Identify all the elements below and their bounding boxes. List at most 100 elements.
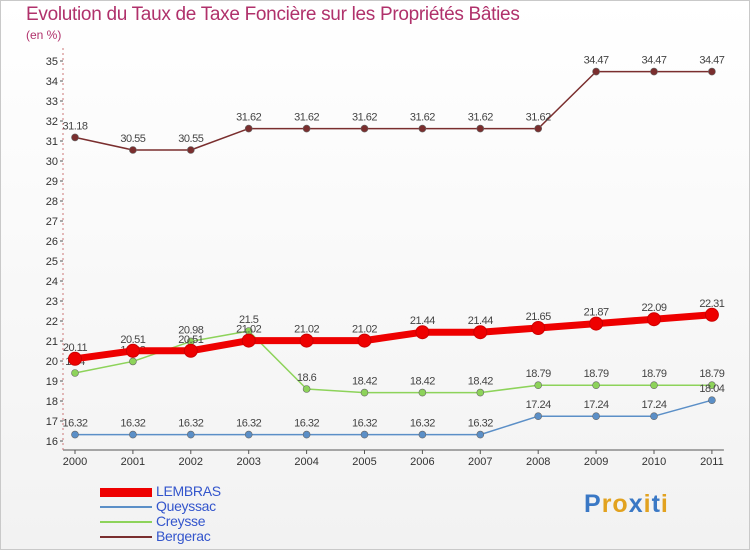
data-point-lembras (68, 351, 82, 366)
y-tick-label: 22 (46, 316, 58, 328)
x-tick-label: 2001 (121, 456, 145, 468)
series-line-queyssac (74, 399, 713, 436)
chart-title: Evolution du Taux de Taxe Foncière sur l… (26, 4, 520, 25)
data-label-bergerac: 30.55 (120, 133, 145, 145)
data-label-lembras: 22.09 (641, 302, 666, 314)
data-point-bergerac (244, 124, 253, 133)
data-point-creysse (129, 357, 137, 366)
data-label-bergerac: 31.62 (236, 112, 261, 124)
data-point-bergerac (708, 67, 716, 76)
data-point-creysse (302, 385, 311, 393)
data-point-lembras (473, 325, 488, 340)
x-tick-label: 2007 (468, 456, 492, 468)
data-label-creysse: 18.42 (352, 376, 377, 388)
y-tick-label: 31 (46, 136, 58, 148)
proxiti-logo: Proxiti (584, 490, 669, 518)
data-label-lembras: 21.44 (410, 315, 435, 327)
data-label-lembras: 20.11 (63, 342, 88, 354)
data-point-queyssac (650, 412, 658, 421)
data-label-bergerac: 31.18 (62, 120, 87, 132)
y-tick-label: 25 (46, 256, 58, 268)
data-label-creysse: 21.5 (239, 314, 259, 326)
legend-item-lembras: LEMBRAS (100, 483, 300, 499)
data-label-queyssac: 17.24 (584, 399, 609, 411)
data-point-queyssac (302, 430, 311, 439)
data-point-lembras (415, 325, 430, 340)
data-label-creysse: 18.79 (526, 368, 551, 380)
data-label-bergerac: 30.55 (178, 133, 203, 145)
data-label-bergerac: 31.62 (410, 112, 435, 124)
data-point-lembras (589, 316, 604, 331)
data-label-lembras: 21.02 (352, 324, 377, 336)
data-point-lembras (299, 333, 314, 348)
x-tick-label: 2004 (294, 456, 318, 468)
data-label-lembras: 20.51 (120, 334, 145, 346)
y-tick-label: 19 (46, 376, 58, 388)
y-tick-label: 18 (46, 396, 58, 408)
legend: LEMBRAS Queyssac Creysse Bergerac (100, 483, 300, 544)
data-point-creysse (534, 381, 543, 390)
data-label-creysse: 18.79 (641, 368, 666, 380)
legend-item-queyssac: Queyssac (100, 498, 300, 514)
legend-label: Queyssac (156, 498, 216, 514)
data-point-queyssac (360, 430, 369, 439)
x-tick-label: 2011 (700, 456, 724, 468)
data-label-bergerac: 34.47 (699, 55, 724, 67)
y-tick-label: 24 (46, 276, 58, 288)
legend-label: Creysse (156, 513, 206, 529)
y-tick-label: 23 (46, 296, 58, 308)
data-point-lembras (183, 343, 198, 358)
data-label-queyssac: 16.32 (410, 418, 435, 430)
data-point-queyssac (187, 430, 195, 439)
data-point-bergerac (71, 133, 79, 142)
data-point-bergerac (302, 124, 311, 133)
x-tick-label: 2006 (410, 456, 434, 468)
data-point-lembras (125, 343, 140, 358)
y-tick-label: 16 (46, 436, 58, 448)
legend-label: Bergerac (156, 528, 211, 544)
x-tick-label: 2010 (642, 456, 666, 468)
y-tick-label: 29 (46, 176, 58, 188)
data-label-bergerac: 31.62 (468, 112, 493, 124)
data-point-bergerac (534, 124, 543, 133)
data-label-queyssac: 16.32 (352, 418, 377, 430)
data-label-queyssac: 16.32 (178, 418, 203, 430)
data-label-bergerac: 34.47 (641, 55, 666, 67)
data-label-lembras: 22.31 (699, 298, 724, 310)
data-label-queyssac: 17.24 (641, 399, 666, 411)
y-tick-label: 20 (46, 356, 58, 368)
legend-item-bergerac: Bergerac (100, 528, 300, 544)
legend-swatch (100, 521, 152, 523)
y-tick-label: 26 (46, 236, 58, 248)
unit-label: (en %) (26, 28, 62, 42)
legend-item-creysse: Creysse (100, 513, 300, 529)
data-label-creysse: 18.79 (699, 368, 724, 380)
data-point-queyssac (244, 430, 253, 439)
data-point-lembras (531, 321, 546, 335)
data-label-lembras: 21.02 (294, 324, 319, 336)
data-label-lembras: 21.02 (236, 324, 261, 336)
data-point-bergerac (360, 124, 369, 133)
data-point-creysse (476, 388, 485, 397)
data-point-bergerac (592, 67, 600, 76)
data-label-bergerac: 31.62 (352, 112, 377, 124)
data-label-creysse: 18.42 (410, 376, 435, 388)
data-label-lembras: 21.65 (526, 311, 551, 323)
data-point-queyssac (592, 412, 600, 421)
y-tick-label: 33 (46, 96, 58, 108)
data-label-creysse: 18.79 (584, 368, 609, 380)
data-point-queyssac (129, 430, 137, 439)
data-point-lembras (647, 312, 661, 327)
data-label-creysse: 18.42 (468, 376, 493, 388)
data-point-queyssac (534, 412, 543, 421)
data-point-bergerac (476, 124, 485, 133)
data-point-creysse (71, 369, 79, 377)
data-label-creysse: 20.98 (178, 324, 203, 336)
data-point-queyssac (476, 430, 485, 439)
y-tick-label: 32 (46, 116, 58, 128)
data-point-creysse (360, 388, 369, 397)
data-point-queyssac (418, 430, 427, 439)
y-tick-label: 35 (46, 56, 58, 68)
data-point-queyssac (708, 396, 716, 405)
